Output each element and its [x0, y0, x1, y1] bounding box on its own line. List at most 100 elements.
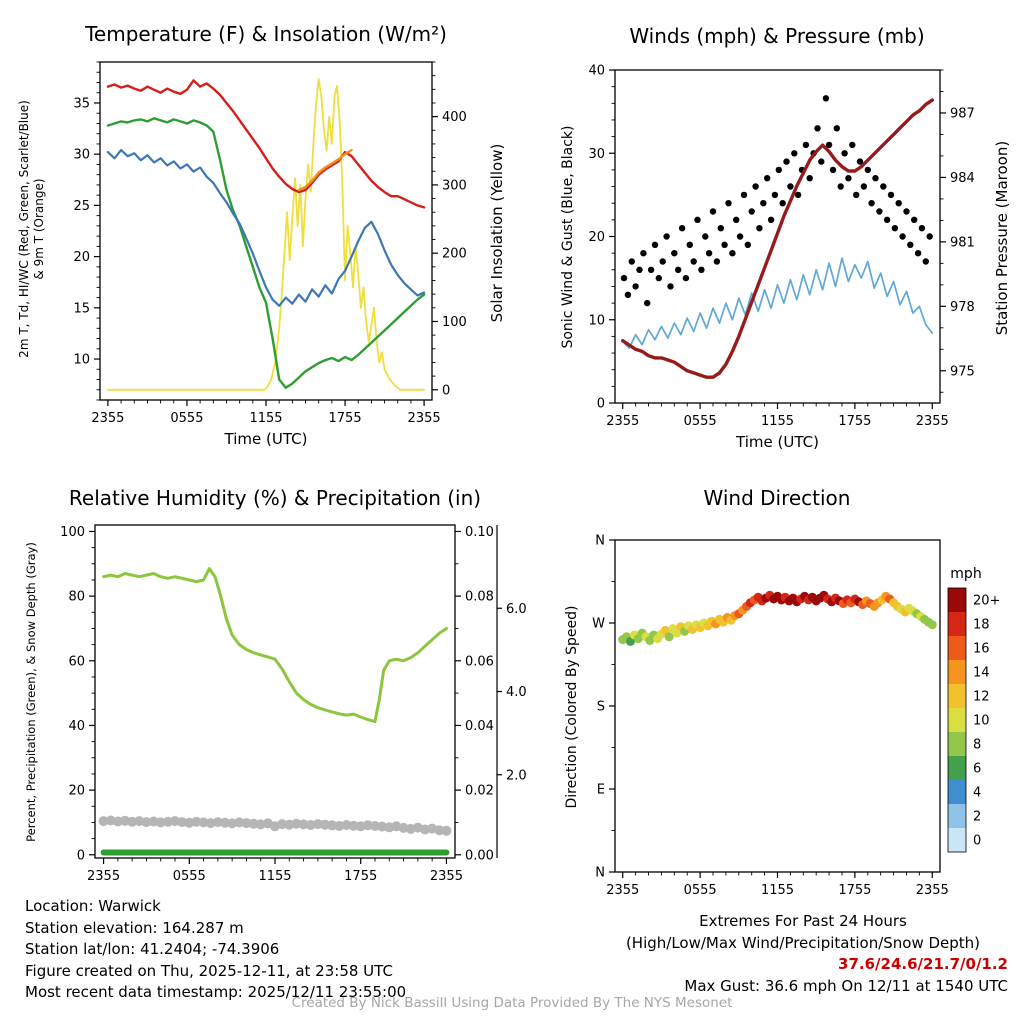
svg-text:4.0: 4.0: [506, 685, 527, 700]
chart-title-winds-pressure: Winds (mph) & Pressure (mb): [629, 24, 925, 48]
svg-text:N: N: [595, 534, 605, 549]
svg-text:0.02: 0.02: [465, 784, 494, 799]
svg-text:200: 200: [442, 247, 467, 262]
y-axis-label-pressure-right: Station Pressure (Maroon): [993, 140, 1011, 336]
svg-text:20: 20: [73, 250, 90, 265]
svg-text:2355: 2355: [916, 414, 949, 429]
svg-text:60: 60: [68, 654, 85, 669]
svg-text:0555: 0555: [170, 411, 203, 426]
data-timestamp-text: Most recent data timestamp: 2025/12/11 2…: [25, 983, 407, 1001]
svg-text:S: S: [597, 700, 605, 715]
svg-text:6.0: 6.0: [506, 602, 527, 617]
svg-text:0.04: 0.04: [465, 719, 494, 734]
svg-text:0.08: 0.08: [465, 590, 494, 605]
svg-text:1755: 1755: [344, 869, 377, 884]
svg-text:981: 981: [950, 235, 975, 250]
svg-text:2: 2: [973, 810, 981, 825]
svg-text:10: 10: [973, 714, 990, 729]
svg-text:0555: 0555: [684, 414, 717, 429]
svg-text:25: 25: [73, 199, 90, 214]
svg-text:100: 100: [60, 525, 85, 540]
svg-text:E: E: [597, 783, 605, 798]
svg-text:0: 0: [597, 397, 605, 412]
svg-text:100: 100: [442, 315, 467, 330]
svg-text:1755: 1755: [838, 883, 871, 898]
credit-text: Created By Nick Bassill Using Data Provi…: [291, 995, 733, 1011]
y-axis-label-temp-left-line2: & 9m T (Orange): [32, 178, 46, 280]
svg-text:8: 8: [973, 738, 981, 753]
svg-text:10: 10: [588, 313, 605, 328]
svg-text:4: 4: [973, 786, 981, 801]
y-axis-label-direction-left: Direction (Colored By Speed): [564, 605, 580, 809]
station-elevation-text: Station elevation: 164.287 m: [25, 918, 244, 937]
svg-text:20: 20: [588, 230, 605, 245]
svg-text:N: N: [595, 866, 605, 881]
station-info-block: Location: Warwick Station elevation: 164…: [25, 896, 406, 1004]
svg-text:2355: 2355: [91, 411, 124, 426]
svg-text:2355: 2355: [87, 869, 120, 884]
svg-text:14: 14: [973, 666, 990, 681]
y-axis-label-temp-left-line1: 2m T, Td, HI/WC (Red, Green, Scarlet/Blu…: [17, 100, 31, 358]
svg-text:0: 0: [442, 383, 450, 398]
station-latlon-text: Station lat/lon: 41.2404; -74.3906: [25, 940, 280, 958]
x-axis-label-temp: Time (UTC): [224, 430, 308, 448]
chart-title-temperature-insolation: Temperature (F) & Insolation (W/m²): [85, 22, 447, 46]
svg-text:2355: 2355: [430, 869, 463, 884]
svg-text:978: 978: [950, 300, 975, 315]
svg-text:80: 80: [68, 590, 85, 605]
svg-text:12: 12: [973, 690, 990, 705]
svg-text:30: 30: [73, 148, 90, 163]
svg-text:975: 975: [950, 364, 975, 379]
chart-title-humidity-precip: Relative Humidity (%) & Precipitation (i…: [68, 486, 482, 510]
svg-text:15: 15: [73, 301, 90, 316]
y-axis-label-insolation-right: Solar Insolation (Yellow): [488, 143, 506, 323]
figure-created-text: Figure created on Thu, 2025-12-11, at 23…: [25, 961, 393, 980]
svg-text:20: 20: [68, 784, 85, 799]
svg-text:0.06: 0.06: [465, 654, 494, 669]
svg-text:300: 300: [442, 178, 467, 193]
svg-text:2355: 2355: [916, 883, 949, 898]
svg-text:1155: 1155: [761, 414, 794, 429]
svg-text:1755: 1755: [329, 411, 362, 426]
svg-text:1155: 1155: [258, 869, 291, 884]
svg-text:35: 35: [73, 96, 90, 111]
svg-text:6: 6: [973, 762, 981, 777]
svg-text:987: 987: [950, 106, 975, 121]
svg-text:0: 0: [973, 834, 981, 849]
svg-text:40: 40: [68, 719, 85, 734]
svg-text:10: 10: [73, 353, 90, 368]
svg-text:984: 984: [950, 171, 975, 186]
svg-text:400: 400: [442, 110, 467, 125]
svg-text:40: 40: [588, 64, 605, 79]
svg-text:16: 16: [973, 642, 990, 657]
station-location-text: Location: Warwick: [25, 897, 161, 915]
extremes-title: Extremes For Past 24 Hours: [699, 912, 907, 930]
svg-text:W: W: [592, 617, 605, 632]
chart-title-wind-direction: Wind Direction: [703, 486, 851, 510]
y-axis-label-rh-left: Percent, Precipitation (Green), & Snow D…: [24, 542, 38, 842]
svg-text:2355: 2355: [606, 883, 639, 898]
svg-text:2355: 2355: [408, 411, 441, 426]
svg-text:18: 18: [973, 618, 990, 633]
svg-text:30: 30: [588, 147, 605, 162]
svg-text:0.00: 0.00: [465, 848, 494, 863]
x-axis-label-wind: Time (UTC): [736, 433, 819, 451]
svg-text:2355: 2355: [606, 414, 639, 429]
svg-text:2.0: 2.0: [506, 768, 527, 783]
extremes-subtitle: (High/Low/Max Wind/Precipitation/Snow De…: [625, 933, 981, 952]
y-axis-label-wind-left: Sonic Wind & Gust (Blue, Black): [560, 125, 576, 349]
svg-text:0: 0: [77, 848, 85, 863]
svg-text:mph: mph: [950, 566, 981, 582]
extremes-block: Extremes For Past 24 Hours (High/Low/Max…: [598, 911, 1008, 997]
extremes-values: 37.6/24.6/21.7/0/1.2: [838, 955, 1008, 973]
svg-text:0555: 0555: [173, 869, 206, 884]
svg-text:0555: 0555: [684, 883, 717, 898]
svg-text:20+: 20+: [973, 594, 1000, 609]
svg-text:1155: 1155: [761, 883, 794, 898]
svg-text:1755: 1755: [838, 414, 871, 429]
y-axis-label-temp-left: 2m T, Td, HI/WC (Red, Green, Scarlet/Blu…: [17, 51, 47, 407]
max-gust-text: Max Gust: 36.6 mph On 12/11 at 1540 UTC: [684, 976, 1008, 995]
svg-text:0.10: 0.10: [465, 525, 494, 540]
